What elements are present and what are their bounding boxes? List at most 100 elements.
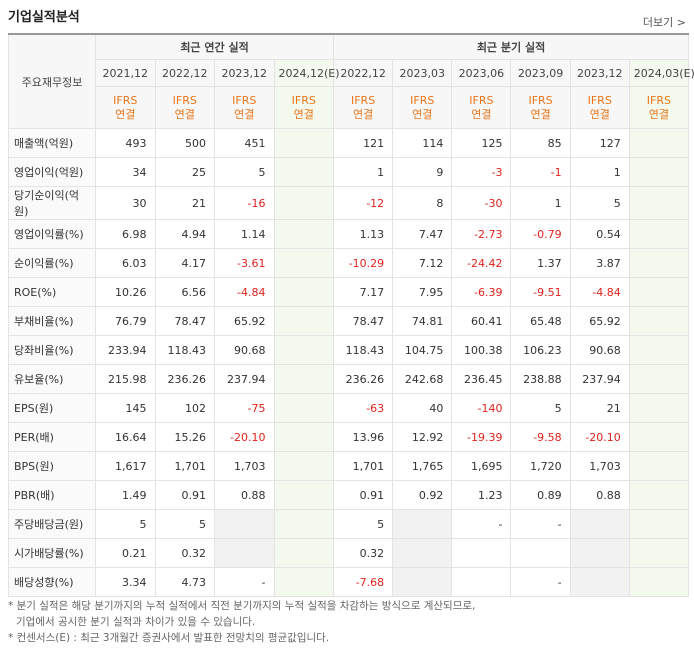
empty-cell <box>273 128 335 158</box>
value-cell: 21 <box>154 186 215 220</box>
value-cell: -3.61 <box>214 248 275 278</box>
data-row: 순이익률(%) 6.03 4.17 -3.61 -10.29 7.12 -24.42 1.37… <box>8 248 690 278</box>
row-label: ROE(%) <box>8 277 96 307</box>
row-label: 주당배당금(원) <box>8 509 96 539</box>
value-cell: 1,701 <box>333 451 394 481</box>
row-label: 순이익률(%) <box>8 248 96 278</box>
value-cell: 65.48 <box>510 306 571 336</box>
data-row: BPS(원) 1,617 1,701 1,703 1,701 1,765 1,695 1,72… <box>8 451 690 481</box>
period-row: 2021,12 2022,12 2023,12 2024,12(E) 2022,12 20… <box>9 59 694 87</box>
section-title: 기업실적분석 <box>8 10 80 25</box>
value-cell: 127 <box>569 128 630 158</box>
empty-cell <box>392 538 453 568</box>
data-row: 주당배당금(원) 5 5 5- - <box>8 509 690 539</box>
value-cell: 7.17 <box>333 277 394 307</box>
value-cell: - <box>510 567 571 597</box>
standard-label: 연결 <box>530 107 551 121</box>
value-cell: 5 <box>569 186 630 220</box>
empty-cell <box>273 567 335 597</box>
value-cell: 5 <box>154 509 215 539</box>
header-row: 주요재무정보 최근 연간 실적 최근 분기 실적 <box>8 33 689 129</box>
empty-cell <box>273 277 335 307</box>
value-cell: 5 <box>214 157 275 187</box>
group-header: 최근 연간 실적 <box>94 33 335 60</box>
value-cell: 121 <box>333 128 394 158</box>
value-cell: 7.47 <box>392 219 453 249</box>
standard-cell: IFRS 연결 <box>95 86 156 129</box>
value-cell: 215.98 <box>95 364 156 394</box>
value-cell: -20.10 <box>214 422 275 452</box>
standard-label: 연결 <box>293 107 314 121</box>
value-cell: -7.68 <box>333 567 394 597</box>
notes: * 분기 실적은 해당 분기까지의 누적 실적에서 직전 분기까지의 누적 실적… <box>8 598 475 646</box>
value-cell: 0.89 <box>510 480 571 510</box>
value-cell: 90.68 <box>569 335 630 365</box>
value-cell: 1,703 <box>214 451 275 481</box>
data-row: 시가배당률(%) 0.21 0.32 0.32 <box>8 538 690 568</box>
more-link[interactable]: 더보기 > <box>642 16 686 29</box>
value-cell: 78.47 <box>333 306 394 336</box>
value-cell: 7.95 <box>392 277 453 307</box>
standard-label: IFRS <box>113 93 138 107</box>
empty-cell <box>214 538 275 568</box>
value-cell: 4.73 <box>154 567 215 597</box>
row-label: 영업이익(억원) <box>8 157 96 187</box>
data-row: 당좌비율(%) 233.94 118.43 90.68 118.43 104.75 100.… <box>8 335 690 365</box>
value-cell: 1,695 <box>451 451 512 481</box>
value-cell: 1 <box>569 157 630 187</box>
standard-label: IFRS <box>528 93 553 107</box>
value-cell: 1,617 <box>95 451 156 481</box>
value-cell: 3.87 <box>569 248 630 278</box>
empty-cell <box>628 451 690 481</box>
empty-cell <box>628 422 690 452</box>
standard-label: IFRS <box>232 93 257 107</box>
value-cell: 12.92 <box>392 422 453 452</box>
value-cell: 237.94 <box>214 364 275 394</box>
corner-cell: 주요재무정보 <box>8 33 96 129</box>
period-header: 2023,09 <box>510 59 571 87</box>
standard-cell: IFRS 연결 <box>451 86 512 129</box>
data-row: PBR(배) 1.49 0.91 0.88 0.91 0.92 1.23 0.89 0.88 <box>8 480 690 510</box>
standard-label: 연결 <box>589 107 610 121</box>
data-row: EPS(원) 145 102 -75 -63 40 -140 5 21 <box>8 393 690 423</box>
note: * 분기 실적은 해당 분기까지의 누적 실적에서 직전 분기까지의 누적 실적… <box>8 600 476 612</box>
standard-label: IFRS <box>350 93 376 107</box>
value-cell: -10.29 <box>333 248 394 278</box>
empty-cell <box>628 509 690 539</box>
value-cell: 118.43 <box>154 335 215 365</box>
value-cell: -9.58 <box>510 422 571 452</box>
value-cell: 1.13 <box>333 219 394 249</box>
empty-cell <box>628 219 690 249</box>
standard-cell: IFRS 연결 <box>628 86 690 129</box>
value-cell: 0.88 <box>569 480 630 510</box>
value-cell: 145 <box>95 393 156 423</box>
empty-cell <box>214 509 275 539</box>
standard-cell: IFRS 연결 <box>273 86 335 129</box>
period-header: 2022,12 <box>333 59 394 87</box>
period-header: 2023,12 <box>214 59 275 87</box>
empty-cell <box>569 509 630 539</box>
row-label: BPS(원) <box>8 451 96 481</box>
data-row: 배당성향(%) 3.34 4.73- -7.68- <box>8 567 690 597</box>
data-row: 유보율(%) 215.98 236.26 237.94 236.26 242.68 236.… <box>8 364 690 394</box>
standard-cell: IFRS 연결 <box>569 86 630 129</box>
empty-cell <box>628 248 690 278</box>
standard-row: IFRS 연결 IFRS 연결 IFRS 연결 IFRS 연결 IFRS 연결 IFRS 연결 IFRS… <box>9 86 690 129</box>
empty-cell <box>628 128 690 158</box>
standard-label: 연결 <box>115 107 136 121</box>
row-label: 시가배당률(%) <box>8 538 96 568</box>
standard-label: 연결 <box>412 107 433 121</box>
empty-cell <box>628 567 690 597</box>
value-cell: 0.21 <box>95 538 156 568</box>
value-cell: 242.68 <box>392 364 453 394</box>
value-cell: 236.26 <box>333 364 394 394</box>
empty-cell <box>273 219 335 249</box>
value-cell: 13.96 <box>333 422 394 452</box>
empty-cell <box>628 364 690 394</box>
value-cell: -12 <box>333 186 394 220</box>
value-cell: 5 <box>333 509 394 539</box>
value-cell: 1.37 <box>510 248 571 278</box>
value-cell: -4.84 <box>214 277 275 307</box>
empty-cell <box>628 157 690 187</box>
empty-cell <box>273 364 335 394</box>
